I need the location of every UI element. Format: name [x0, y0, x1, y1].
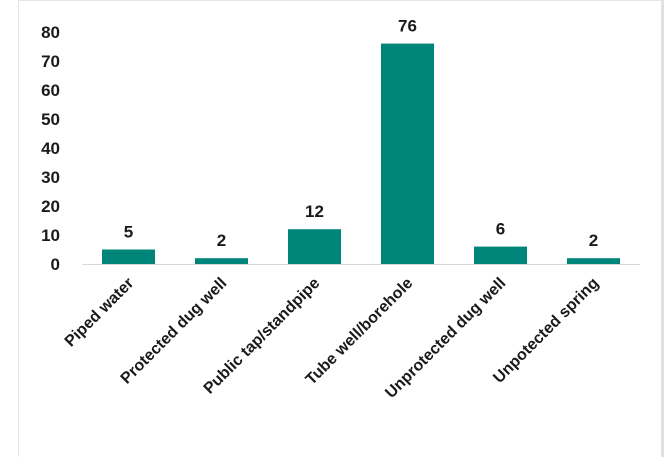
frame-border-left [18, 0, 19, 457]
data-label: 2 [217, 231, 226, 250]
data-label: 2 [589, 231, 598, 250]
bars-group [102, 43, 620, 264]
y-tick-label: 30 [41, 168, 60, 187]
y-tick-label: 10 [41, 226, 60, 245]
bar [474, 246, 527, 264]
y-tick-label: 20 [41, 197, 60, 216]
frame-border-top [18, 0, 664, 1]
category-label: Protected dug well [118, 275, 231, 388]
data-label: 5 [124, 223, 133, 242]
y-tick-label: 70 [41, 52, 60, 71]
data-labels-group: 5 2 12 76 6 2 [124, 17, 598, 251]
category-label: Piped water [62, 275, 138, 351]
bar [102, 249, 155, 264]
bar [381, 43, 434, 264]
y-tick-label: 80 [41, 23, 60, 42]
bar [288, 229, 341, 264]
y-tick-label: 40 [41, 139, 60, 158]
frame-border-right [661, 0, 664, 457]
data-label: 76 [398, 17, 417, 36]
y-axis: 0 10 20 30 40 50 60 70 80 [41, 23, 60, 274]
bar [195, 258, 248, 264]
y-tick-label: 0 [51, 255, 60, 274]
y-tick-label: 60 [41, 81, 60, 100]
bar [567, 258, 620, 264]
y-tick-label: 50 [41, 110, 60, 129]
data-label: 6 [496, 220, 505, 239]
data-label: 12 [305, 202, 324, 221]
category-label: Unpotected spring [490, 275, 602, 387]
